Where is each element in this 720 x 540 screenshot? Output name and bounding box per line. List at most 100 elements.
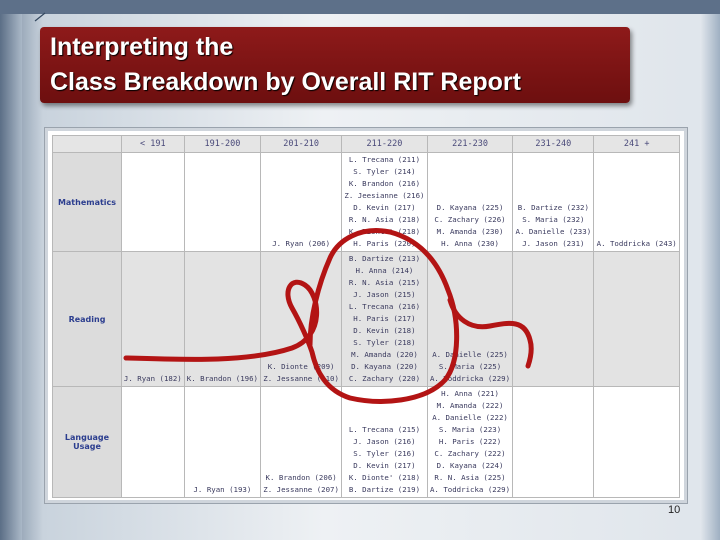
student-cell: B. Dartize (213) H. Anna (214) R. N. Asia … <box>341 251 428 387</box>
header-corner <box>52 135 122 153</box>
student-cell <box>121 386 185 498</box>
student-entry: L. Trecana (215) <box>348 425 421 434</box>
subject-label: Reading <box>52 251 122 387</box>
student-cell <box>593 386 680 498</box>
student-cell: J. Ryan (206) <box>260 152 343 252</box>
student-entry: D. Kevin (217) <box>353 461 416 470</box>
student-entry: R. N. Asia (218) <box>348 215 421 224</box>
student-entry: D. Kayana (225) <box>436 203 504 212</box>
slide-top-band <box>0 0 720 14</box>
student-entry: K. Brandon (206) <box>265 473 337 482</box>
student-cell: B. Dartize (232) S. Maria (232) A. Daniell… <box>512 152 595 252</box>
student-entry: H. Paris (220) <box>353 239 416 248</box>
column-header: 241 + <box>593 135 680 153</box>
student-cell <box>183 152 262 252</box>
student-entry: Z. Jessanne (207) <box>263 485 339 494</box>
student-cell: H. Anna (221) M. Amanda (222) A. Danielle … <box>426 386 514 498</box>
student-entry: B. Dartize (213) <box>348 254 421 263</box>
student-cell: K. Brandon (206) Z. Jessanne (207) <box>260 386 343 498</box>
student-cell <box>512 251 595 387</box>
student-entry: K. Dionte' (218) <box>348 473 421 482</box>
student-entry: A. Danielle (233) <box>515 227 592 236</box>
student-entry: M. Amanda (222) <box>436 401 504 410</box>
student-entry: S. Tyler (218) <box>353 338 416 347</box>
student-entry: A. Danielle (222) <box>432 413 508 422</box>
student-cell <box>512 386 595 498</box>
student-entry: A. Danielle (225) <box>432 350 508 359</box>
student-entry: D. Kevin (217) <box>353 203 416 212</box>
student-entry: J. Jason (215) <box>353 290 416 299</box>
column-header: 231-240 <box>512 135 595 153</box>
student-entry: A. Toddricka (229) <box>429 374 511 383</box>
student-entry: K. Brandon (196) <box>186 374 258 383</box>
student-entry: J. Ryan (206) <box>272 239 331 248</box>
student-entry: B. Dartize (219) <box>348 485 421 494</box>
slide-right-stripe <box>700 14 720 540</box>
student-cell: L. Trecana (211) S. Tyler (214) K. Brandon… <box>341 152 428 252</box>
subject-label: Mathematics <box>52 152 122 252</box>
student-cell: K. Dionte (209) Z. Jessanne (210) <box>260 251 343 387</box>
student-entry: J. Jason (216) <box>353 437 416 446</box>
student-entry: B. Dartize (232) <box>517 203 589 212</box>
student-cell: K. Brandon (196) <box>183 251 262 387</box>
report-table: < 191 191-200 201-210 211-220 221-230 231-240… <box>52 135 680 498</box>
student-entry: S. Tyler (216) <box>353 449 416 458</box>
student-cell: L. Trecana (215) J. Jason (216) S. Tyler (… <box>341 386 428 498</box>
page-number: 10 <box>668 504 681 516</box>
student-entry: D. Kevin (218) <box>353 326 416 335</box>
student-entry: D. Kayana (220) <box>351 362 418 371</box>
class-breakdown-report: < 191 191-200 201-210 211-220 221-230 231-240… <box>45 128 687 503</box>
student-entry: R. N. Asia (225) <box>434 473 506 482</box>
student-entry: J. Ryan (182) <box>123 374 182 383</box>
student-entry: A. Toddricka (243) <box>596 239 677 248</box>
student-entry: M. Amanda (220) <box>351 350 418 359</box>
student-entry: Z. Jeesianne (216) <box>344 191 425 200</box>
student-entry: S. Tyler (214) <box>353 167 416 176</box>
slide-left-stripe <box>0 14 22 540</box>
student-entry: C. Zachary (220) <box>348 374 421 383</box>
column-header: < 191 <box>121 135 185 153</box>
student-entry: Z. Jessanne (210) <box>263 374 339 383</box>
student-entry: S. Maria (232) <box>522 215 585 224</box>
student-entry: H. Anna (214) <box>355 266 414 275</box>
student-entry: C. Zachary (226) <box>434 215 506 224</box>
subject-row: Reading J. Ryan (182) K. Brandon (196) K. D… <box>52 251 680 387</box>
student-cell: J. Ryan (193) <box>183 386 262 498</box>
column-header: 211-220 <box>341 135 428 153</box>
student-cell <box>593 251 680 387</box>
student-cell: J. Ryan (182) <box>121 251 185 387</box>
student-entry: H. Paris (222) <box>438 437 502 446</box>
student-entry: J. Jason (231) <box>522 239 585 248</box>
student-cell <box>121 152 185 252</box>
column-header: 221-230 <box>426 135 514 153</box>
student-entry: J. Ryan (193) <box>193 485 252 494</box>
student-entry: K. Brandon (216) <box>348 179 421 188</box>
header-row: < 191 191-200 201-210 211-220 221-230 231-240… <box>52 135 680 153</box>
title-line-1: Interpreting the <box>50 33 234 61</box>
student-cell: D. Kayana (225) C. Zachary (226) M. Amanda… <box>426 152 514 252</box>
student-entry: A. Toddricka (229) <box>429 485 511 494</box>
student-entry: K. Dionte' (218) <box>348 227 421 236</box>
student-entry: H. Anna (221) <box>441 389 499 398</box>
student-entry: K. Dionte (209) <box>267 362 335 371</box>
student-entry: L. Trecana (216) <box>348 302 421 311</box>
student-entry: C. Zachary (222) <box>434 449 506 458</box>
student-entry: H. Paris (217) <box>353 314 416 323</box>
student-entry: S. Maria (225) <box>438 362 502 371</box>
student-entry: L. Trecana (211) <box>348 155 421 164</box>
student-entry: R. N. Asia (215) <box>348 278 421 287</box>
title-box: Interpreting the Class Breakdown by Over… <box>40 27 630 103</box>
corner-tick-icon <box>34 12 46 22</box>
student-entry: M. Amanda (230) <box>436 227 504 236</box>
student-cell: A. Danielle (225) S. Maria (225) A. Toddri… <box>426 251 514 387</box>
subject-row: Language Usage J. Ryan (193) K. Brandon (2… <box>52 386 680 498</box>
student-entry: D. Kayana (224) <box>436 461 504 470</box>
column-header: 191-200 <box>183 135 262 153</box>
subject-row: Mathematics J. Ryan (206) L. Trecana (211)… <box>52 152 680 252</box>
title-line-2: Class Breakdown by Overall RIT Report <box>50 68 521 96</box>
student-cell: A. Toddricka (243) <box>593 152 680 252</box>
subject-label: Language Usage <box>52 386 122 498</box>
student-entry: H. Anna (230) <box>441 239 499 248</box>
student-entry: S. Maria (223) <box>438 425 502 434</box>
column-header: 201-210 <box>260 135 343 153</box>
